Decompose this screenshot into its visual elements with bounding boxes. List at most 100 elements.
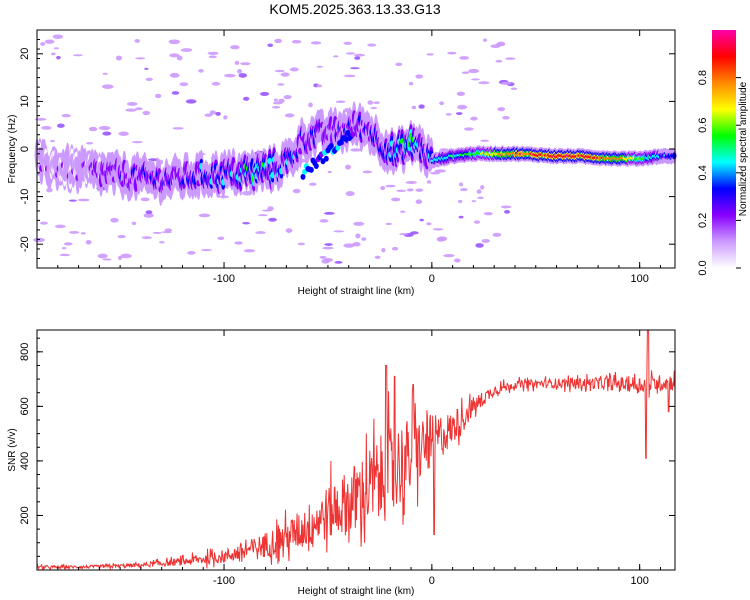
noise-blob	[102, 72, 108, 75]
noise-blob	[120, 253, 132, 259]
noise-blob	[57, 123, 65, 128]
noise-blob	[458, 199, 463, 204]
noise-blob	[362, 170, 373, 174]
noise-blob	[334, 261, 343, 264]
noise-blob	[283, 94, 292, 100]
noise-blob	[470, 116, 478, 121]
noise-blob	[354, 56, 361, 60]
noise-blob	[209, 110, 216, 115]
noise-blob	[385, 222, 392, 226]
noise-blob	[242, 96, 250, 101]
noise-blob	[52, 34, 64, 39]
noise-blob	[343, 41, 352, 45]
noise-blob	[179, 82, 189, 87]
x-tick-label: 100	[630, 273, 648, 285]
noise-blob	[415, 188, 424, 192]
noise-blob	[101, 84, 114, 89]
y-tick-label: 10	[19, 95, 31, 107]
spectrogram-y-label: Frequency (Hz)	[7, 115, 18, 184]
noise-blob	[152, 231, 163, 234]
noise-blob	[391, 197, 401, 202]
noise-blob	[439, 148, 449, 151]
noise-blob	[118, 131, 129, 136]
noise-blob	[274, 69, 285, 73]
noise-blob	[267, 206, 274, 211]
noise-blob	[169, 72, 180, 78]
noise-blob	[144, 67, 149, 70]
noise-blob	[125, 108, 137, 112]
noise-blob	[185, 99, 197, 104]
spectrogram-cell	[323, 155, 329, 162]
noise-blob	[460, 187, 468, 192]
noise-blob	[316, 84, 323, 88]
noise-blob	[457, 104, 468, 110]
noise-blob	[322, 246, 334, 250]
noise-blob	[63, 242, 73, 246]
noise-blob	[54, 224, 66, 229]
noise-blob	[164, 228, 173, 232]
noise-blob	[180, 48, 193, 52]
noise-blob	[319, 255, 327, 259]
noise-blob	[223, 115, 228, 120]
noise-blob	[426, 180, 432, 184]
noise-blob	[198, 68, 204, 73]
noise-blob	[327, 170, 332, 174]
noise-blob	[510, 87, 518, 91]
noise-blob	[40, 221, 48, 225]
noise-blob	[419, 218, 424, 222]
noise-blob	[399, 233, 409, 236]
colorbar: 0.0 0.2 0.4 0.6 0.8 Normalized spectral ampl…	[697, 30, 749, 276]
noise-blob	[77, 198, 90, 202]
noise-blob	[458, 215, 464, 219]
snr-x-label: Height of straight line (km)	[298, 586, 415, 597]
noise-blob	[367, 100, 374, 105]
noise-blob	[176, 55, 183, 61]
noise-blob	[271, 106, 281, 109]
noise-blob	[297, 242, 305, 246]
noise-blob	[259, 91, 270, 96]
noise-blob	[41, 126, 52, 130]
noise-blob	[501, 81, 512, 85]
noise-blob	[243, 249, 256, 253]
y-tick-label: 600	[19, 397, 31, 415]
noise-blob	[475, 243, 484, 248]
noise-blob	[234, 60, 240, 66]
noise-blob	[278, 98, 285, 103]
noise-blob	[268, 217, 277, 222]
noise-blob	[370, 107, 378, 110]
noise-blob	[215, 111, 221, 116]
noise-blob	[200, 249, 213, 252]
noise-blob	[168, 39, 181, 45]
noise-blob	[335, 100, 346, 104]
noise-blob	[492, 232, 502, 237]
noise-blob	[437, 236, 448, 242]
noise-blob	[86, 141, 94, 145]
spectrogram-cell	[300, 173, 306, 180]
noise-blob	[85, 240, 92, 245]
noise-blob	[395, 62, 403, 67]
noise-blob	[476, 189, 482, 194]
noise-blob	[110, 217, 119, 223]
colorbar-tick-label: 0.0	[697, 260, 709, 275]
noise-blob	[117, 234, 126, 239]
noise-blob	[385, 184, 396, 188]
noise-blob	[230, 45, 240, 50]
noise-blob	[292, 188, 301, 194]
noise-blob	[309, 182, 317, 186]
noise-blob	[445, 113, 452, 116]
snr-line	[36, 329, 676, 571]
noise-blob	[482, 38, 488, 42]
noise-blob	[411, 105, 417, 110]
noise-blob	[240, 62, 251, 66]
noise-blob	[207, 51, 219, 55]
noise-blob	[143, 213, 154, 218]
colorbar-tick-label: 0.6	[697, 118, 709, 133]
noise-blob	[131, 141, 144, 144]
noise-blob	[319, 219, 329, 223]
colorbar-ticks: 0.0 0.2 0.4 0.6 0.8	[697, 70, 741, 276]
noise-blob	[353, 53, 366, 57]
noise-blob	[497, 107, 506, 112]
noise-blob	[343, 74, 356, 78]
